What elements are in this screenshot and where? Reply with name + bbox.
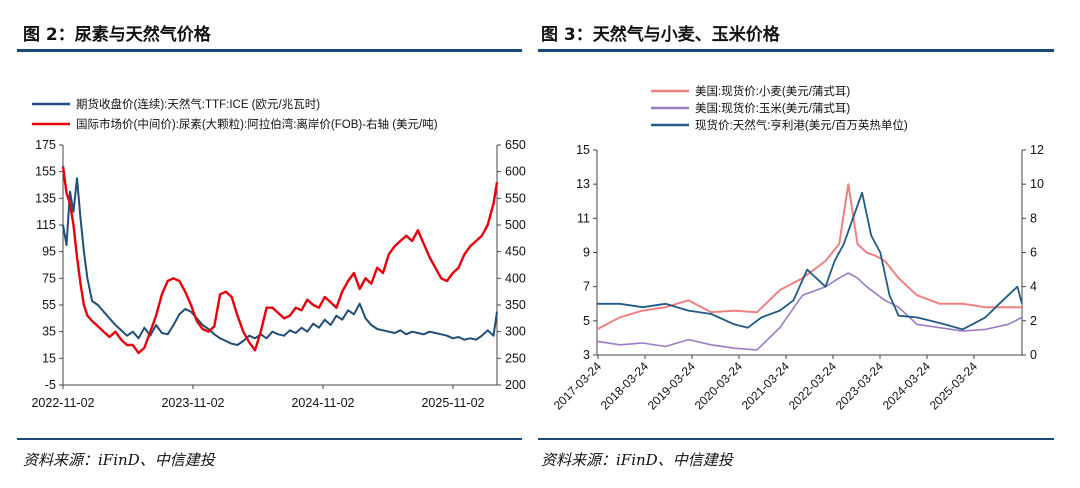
c0-y-right-tick-label: 550: [505, 191, 526, 205]
c1-y-right-tick-label: 10: [1030, 177, 1044, 191]
c1-series-line-2: [597, 191, 1023, 331]
c0-x-tick-label: 2025-11-02: [421, 396, 484, 410]
c1-x-tick-label: 2025-03-24: [927, 359, 981, 413]
c1-y-left-tick-label: 9: [583, 246, 590, 260]
c0-x-tick-label: 2022-11-02: [31, 396, 94, 410]
c1-y-right-tick-label: 8: [1030, 211, 1037, 225]
c1-y-right-tick-label: 12: [1030, 143, 1044, 157]
c0-y-left-tick-label: 95: [42, 245, 56, 259]
c1-y-left-tick-label: 3: [583, 348, 590, 362]
c1-x-tick-label: 2024-03-24: [880, 359, 934, 413]
c0-y-left-tick-label: 175: [35, 138, 56, 152]
c1-y-left-tick-label: 7: [583, 280, 590, 294]
c0-y-left-tick-label: 135: [35, 191, 56, 205]
right-bottom-rule: [538, 438, 1054, 440]
c1-y-left-tick-label: 11: [577, 211, 590, 225]
c0-y-left-tick-label: 115: [36, 218, 56, 232]
c0-y-right-tick-label: 450: [505, 245, 526, 259]
c1-x-tick-label: 2018-03-24: [598, 359, 652, 413]
left-source-note: 资料来源：iFinD、中信建投: [23, 451, 215, 469]
c1-x-tick-label: 2020-03-24: [692, 359, 746, 413]
c1-y-left-tick-label: 5: [583, 314, 590, 328]
c0-x-tick-label: 2024-11-02: [291, 396, 354, 410]
c0-y-right-tick-label: 600: [505, 165, 526, 179]
c1-y-left-tick-label: 15: [576, 143, 590, 157]
left-title-rule: [17, 49, 522, 52]
c0-legend-label-1: 国际市场价(中间价):尿素(大颗粒):阿拉伯湾:离岸价(FOB)-右轴 (美元/…: [76, 117, 438, 131]
c1-y-right-tick-label: 2: [1030, 314, 1037, 328]
c0-y-right-tick-label: 650: [505, 138, 526, 152]
c0-y-right-tick-label: 350: [505, 298, 526, 312]
c0-y-right-tick-label: 300: [505, 325, 526, 339]
c1-legend-label-1: 美国:现货价:玉米(美元/蒲式耳): [695, 101, 850, 115]
right-figure-title: 图 3：天然气与小麦、玉米价格: [541, 25, 780, 45]
c0-series-line-0: [62, 177, 498, 346]
c1-series-line-1: [596, 272, 1023, 351]
c1-x-tick-label: 2023-03-24: [833, 359, 887, 413]
left-bottom-rule: [17, 438, 522, 440]
c0-y-left-tick-label: -5: [45, 378, 56, 392]
c0-y-right-tick-label: 200: [505, 378, 526, 392]
c0-y-right-tick-label: 500: [505, 218, 526, 232]
right-title-rule: [538, 49, 1054, 52]
c1-y-right-tick-label: 4: [1030, 280, 1037, 294]
right-source-note: 资料来源：iFinD、中信建投: [541, 451, 733, 469]
c1-legend-label-2: 现货价:天然气:亨利港(美元/百万英热单位): [695, 118, 908, 132]
c0-y-left-tick-label: 15: [42, 351, 56, 365]
c1-y-right-tick-label: 0: [1030, 348, 1037, 362]
c0-y-right-tick-label: 400: [505, 271, 526, 285]
c1-x-tick-label: 2022-03-24: [786, 359, 840, 413]
left-figure-title: 图 2：尿素与天然气价格: [23, 25, 211, 45]
c1-series-line-0: [596, 183, 1022, 331]
c1-y-left-tick-label: 13: [576, 177, 590, 191]
c0-y-left-tick-label: 55: [42, 298, 56, 312]
c1-legend-label-0: 美国:现货价:小麦(美元/蒲式耳): [695, 84, 850, 98]
c1-y-right-tick-label: 6: [1030, 246, 1037, 260]
c0-y-left-tick-label: 155: [35, 165, 56, 179]
c1-x-tick-label: 2019-03-24: [645, 359, 699, 413]
c0-y-left-tick-label: 35: [42, 325, 56, 339]
c0-series-line-1: [61, 166, 499, 355]
c0-y-left-tick-label: 75: [42, 271, 56, 285]
c0-legend-label-0: 期货收盘价(连续):天然气:TTF:ICE (欧元/兆瓦时): [76, 97, 320, 111]
c0-x-tick-label: 2023-11-02: [161, 396, 224, 410]
c1-x-tick-label: 2021-03-24: [739, 359, 793, 413]
c1-x-tick-label: 2017-03-24: [551, 359, 605, 413]
c0-y-right-tick-label: 250: [505, 351, 526, 365]
